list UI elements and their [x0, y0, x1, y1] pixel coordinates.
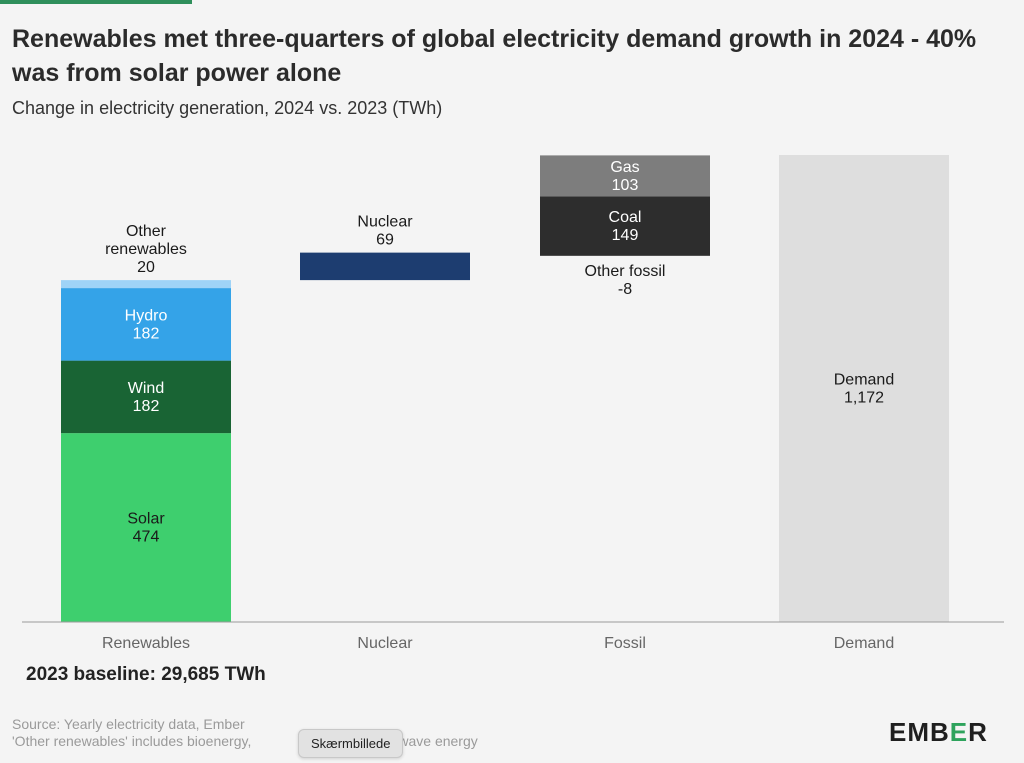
chart-title: Renewables met three-quarters of global … [12, 25, 977, 87]
tick-label-renewables: Renewables [102, 635, 190, 652]
label-hydro-name: Hydro [125, 307, 168, 324]
label-nuclear-value: 69 [376, 232, 394, 249]
label-other-renewables-value: 20 [137, 259, 155, 276]
bar-coal [540, 196, 710, 256]
label-demand-value: 1,172 [844, 390, 884, 407]
logo-prefix: EMB [889, 717, 950, 747]
baseline-note: 2023 baseline: 29,685 TWh [26, 664, 266, 685]
label-other-renewables-name-1: Other [126, 223, 167, 240]
tick-label-fossil: Fossil [604, 635, 646, 652]
label-hydro-value: 182 [133, 325, 160, 342]
label-coal-value: 149 [612, 227, 639, 244]
bar-other-renewables [61, 280, 231, 289]
top-accent-line [0, 0, 192, 4]
source-line-2-text: 'Other renewables' includes bioenergy, [12, 733, 252, 749]
ember-logo: EMBER [889, 717, 988, 748]
waterfall-chart: Solar474Wind182Hydro182Otherrenewables20… [22, 155, 1004, 652]
bar-nuclear [300, 252, 470, 281]
label-other-fossil-name: Other fossil [585, 263, 666, 280]
label-demand-name: Demand [834, 372, 894, 389]
label-gas-name: Gas [610, 159, 639, 176]
label-solar-value: 474 [133, 529, 160, 546]
source-line-1: Source: Yearly electricity data, Ember [12, 716, 245, 732]
logo-suffix: R [968, 717, 988, 747]
bar-demand [779, 155, 949, 622]
label-wind-name: Wind [128, 380, 164, 397]
label-other-fossil-value: -8 [618, 281, 632, 298]
tick-label-demand: Demand [834, 635, 894, 652]
source-line-2: 'Other renewables' includes bioenergy, a… [12, 733, 478, 750]
label-gas-value: 103 [612, 177, 639, 194]
label-coal-name: Coal [609, 209, 642, 226]
bar-hydro [61, 288, 231, 361]
label-nuclear-name: Nuclear [357, 214, 413, 231]
logo-accent-e: E [949, 717, 969, 747]
label-solar-name: Solar [127, 511, 165, 528]
label-other-renewables-name-2: renewables [105, 241, 187, 258]
tick-label-nuclear: Nuclear [357, 635, 413, 652]
bar-wind [61, 360, 231, 434]
label-wind-value: 182 [133, 398, 160, 415]
bar-gas [540, 155, 710, 197]
chart-subtitle: Change in electricity generation, 2024 v… [12, 98, 443, 118]
bar-solar [61, 433, 231, 622]
screenshot-tooltip: Skærmbillede [298, 729, 404, 758]
source-note: Source: Yearly electricity data, Ember '… [12, 716, 478, 750]
